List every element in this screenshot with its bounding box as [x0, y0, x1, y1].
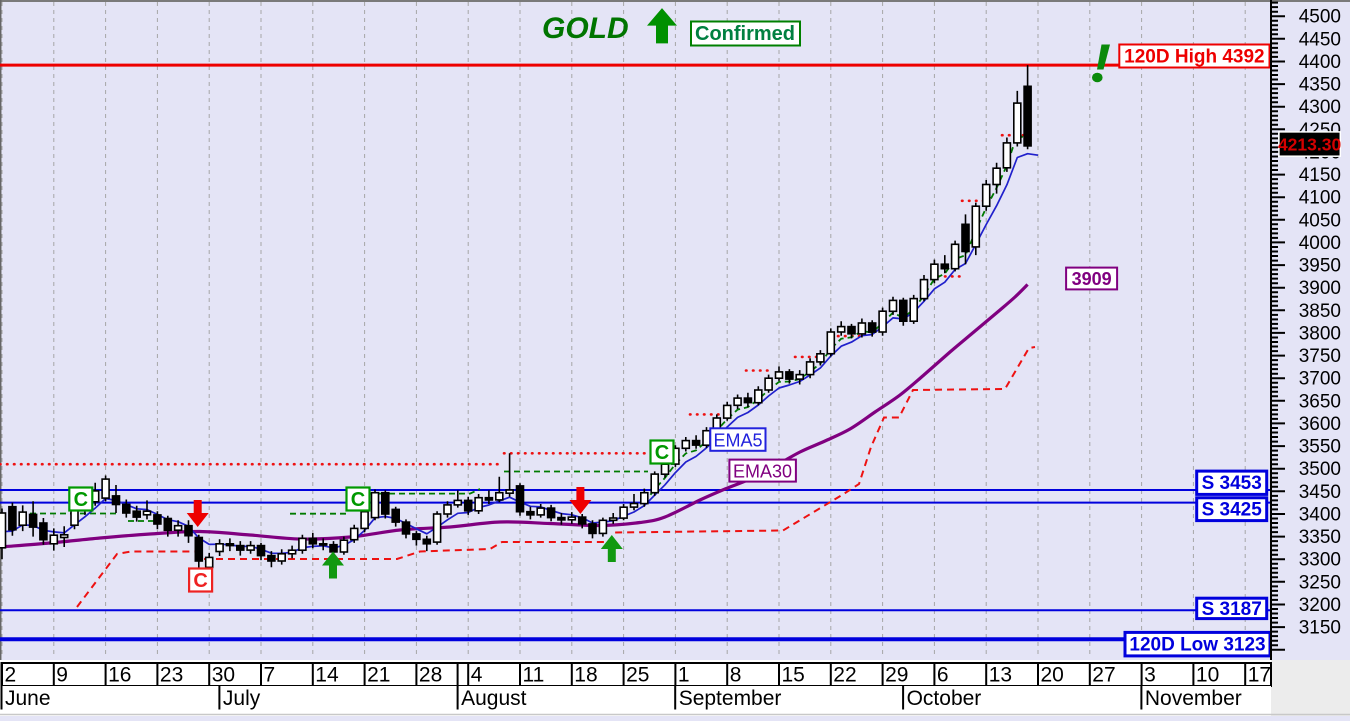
svg-text:3500: 3500 [1299, 459, 1341, 480]
svg-text:July: July [223, 687, 261, 710]
svg-text:4500: 4500 [1299, 7, 1341, 28]
svg-text:15: 15 [782, 664, 805, 687]
svg-text:GOLD: GOLD [542, 12, 629, 45]
svg-text:28: 28 [419, 664, 442, 687]
svg-text:3300: 3300 [1299, 550, 1341, 571]
svg-text:11: 11 [523, 664, 545, 687]
svg-text:4: 4 [471, 664, 483, 687]
svg-text:4450: 4450 [1299, 29, 1341, 50]
svg-text:17: 17 [1248, 664, 1271, 687]
svg-text:10: 10 [1196, 664, 1219, 687]
svg-text:20: 20 [1041, 664, 1064, 687]
svg-text:1: 1 [678, 664, 690, 687]
svg-text:S 3187: S 3187 [1202, 599, 1262, 620]
svg-text:4400: 4400 [1299, 52, 1341, 73]
svg-text:June: June [5, 687, 51, 710]
svg-text:3200: 3200 [1299, 595, 1341, 616]
svg-text:November: November [1145, 687, 1242, 710]
svg-text:3650: 3650 [1299, 391, 1341, 412]
svg-text:4550: 4550 [1299, 0, 1341, 5]
svg-text:Confirmed: Confirmed [695, 23, 795, 45]
svg-text:3850: 3850 [1299, 301, 1341, 322]
svg-text:3: 3 [1144, 664, 1156, 687]
svg-text:S 3425: S 3425 [1202, 500, 1263, 521]
svg-text:120D High 4392: 120D High 4392 [1124, 47, 1264, 68]
svg-text:30: 30 [212, 664, 235, 687]
svg-text:3350: 3350 [1299, 527, 1341, 548]
svg-text:3700: 3700 [1299, 369, 1341, 390]
svg-text:8: 8 [730, 664, 742, 687]
svg-text:EMA30: EMA30 [733, 462, 792, 482]
svg-text:3150: 3150 [1299, 618, 1341, 639]
svg-text:3800: 3800 [1299, 323, 1341, 344]
svg-text:7: 7 [264, 664, 276, 687]
svg-text:4150: 4150 [1299, 165, 1341, 186]
svg-text:29: 29 [885, 664, 908, 687]
svg-text:4213.30: 4213.30 [1278, 135, 1342, 155]
svg-text:C: C [74, 489, 88, 511]
svg-text:14: 14 [315, 664, 339, 687]
svg-text:25: 25 [626, 664, 649, 687]
svg-text:3600: 3600 [1299, 414, 1341, 435]
svg-text:18: 18 [574, 664, 597, 687]
svg-text:13: 13 [989, 664, 1012, 687]
svg-text:3450: 3450 [1299, 482, 1341, 503]
svg-text:9: 9 [56, 664, 68, 687]
svg-text:3400: 3400 [1299, 505, 1341, 526]
svg-text:2: 2 [5, 664, 17, 687]
svg-text:C: C [193, 570, 207, 592]
svg-text:21: 21 [367, 664, 390, 687]
svg-text:EMA5: EMA5 [713, 431, 762, 451]
svg-text:C: C [655, 442, 669, 464]
svg-text:23: 23 [160, 664, 183, 687]
svg-text:6: 6 [937, 664, 949, 687]
svg-text:22: 22 [833, 664, 856, 687]
svg-text:August: August [461, 687, 527, 710]
svg-text:3909: 3909 [1072, 269, 1112, 289]
svg-text:27: 27 [1092, 664, 1115, 687]
svg-text:16: 16 [108, 664, 131, 687]
svg-text:4050: 4050 [1299, 210, 1341, 231]
svg-text:C: C [351, 489, 365, 511]
svg-text:October: October [907, 687, 982, 710]
svg-text:4300: 4300 [1299, 97, 1341, 118]
svg-text:September: September [679, 687, 782, 710]
svg-text:S 3453: S 3453 [1202, 473, 1262, 494]
svg-text:3250: 3250 [1299, 572, 1341, 593]
svg-text:3750: 3750 [1299, 346, 1341, 367]
svg-text:3950: 3950 [1299, 256, 1341, 277]
svg-text:4350: 4350 [1299, 75, 1341, 96]
svg-text:3900: 3900 [1299, 278, 1341, 299]
svg-text:4000: 4000 [1299, 233, 1341, 254]
svg-text:4100: 4100 [1299, 188, 1341, 209]
svg-text:3550: 3550 [1299, 437, 1341, 458]
svg-text:120D Low 3123: 120D Low 3123 [1129, 635, 1265, 656]
